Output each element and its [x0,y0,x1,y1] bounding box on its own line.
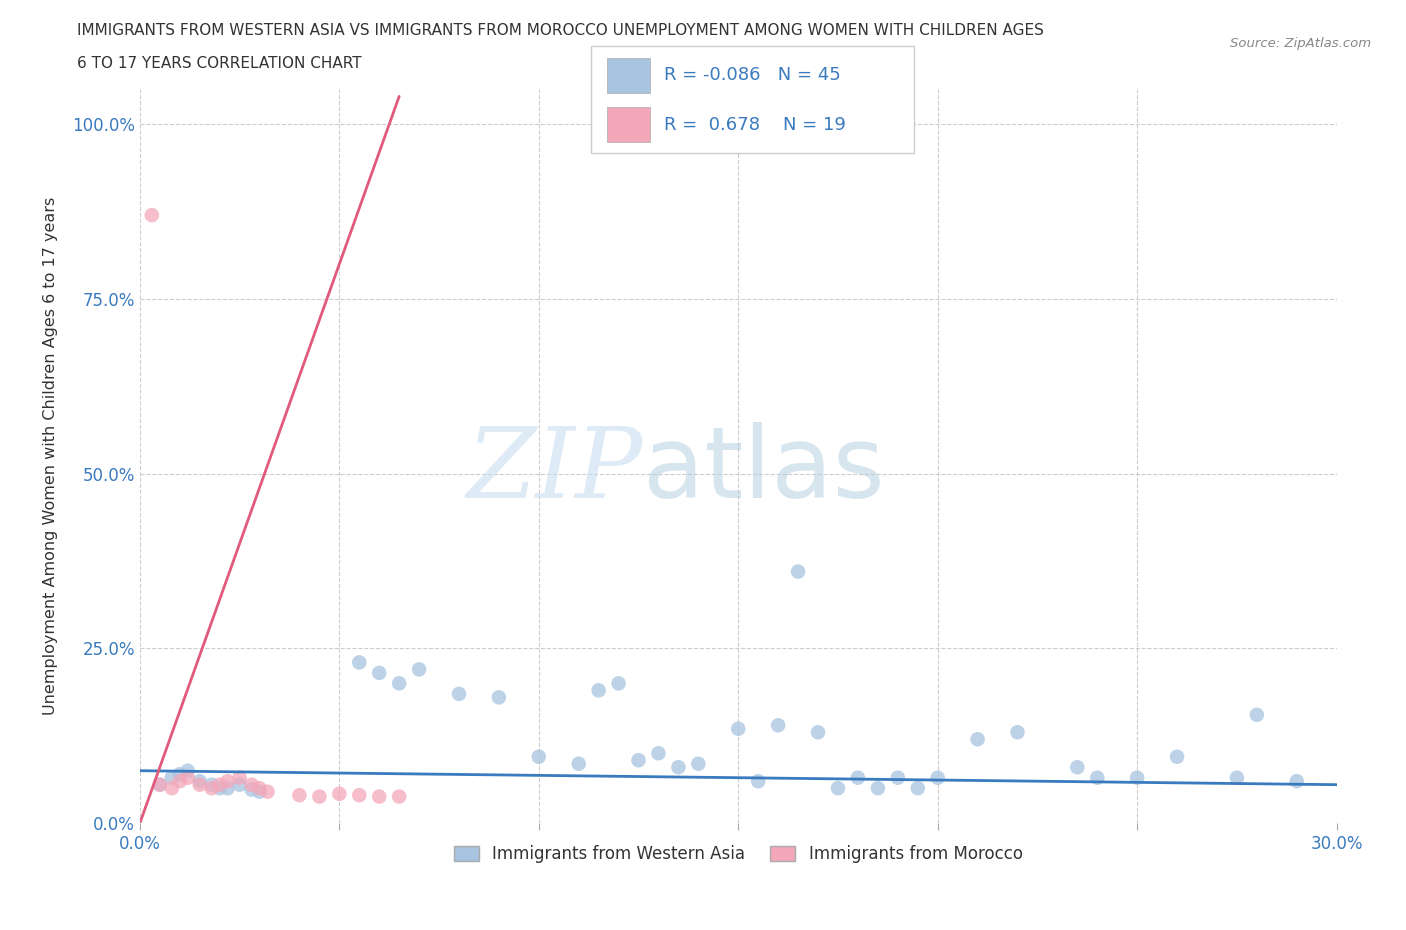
Point [927,770,949,785]
Point [1126,770,1149,785]
Point [747,774,769,789]
Point [1226,770,1249,785]
Text: Source: ZipAtlas.com: Source: ZipAtlas.com [1230,37,1371,50]
Point [1246,708,1268,723]
Text: IMMIGRANTS FROM WESTERN ASIA VS IMMIGRANTS FROM MOROCCO UNEMPLOYMENT AMONG WOMEN: IMMIGRANTS FROM WESTERN ASIA VS IMMIGRAN… [77,23,1045,38]
Point [866,781,889,796]
Text: 6 TO 17 YEARS CORRELATION CHART: 6 TO 17 YEARS CORRELATION CHART [77,56,361,71]
Point [388,676,411,691]
Text: atlas: atlas [643,422,884,520]
Point [149,777,172,792]
Point [349,655,371,670]
Point [1085,770,1108,785]
Text: R = -0.086   N = 45: R = -0.086 N = 45 [664,66,841,85]
Point [249,781,271,796]
Point [201,781,224,796]
Point [966,732,988,747]
Point [488,690,510,705]
Point [568,756,591,771]
Point [368,790,391,804]
Point [208,781,231,796]
Point [228,770,250,785]
Point [240,777,263,792]
Point [349,788,371,803]
Point [527,750,550,764]
Point [160,770,183,785]
Point [846,770,869,785]
Point [141,207,163,222]
Point [249,784,271,799]
Point [256,784,278,799]
Point [647,746,669,761]
Point [177,764,200,778]
Legend: Immigrants from Western Asia, Immigrants from Morocco: Immigrants from Western Asia, Immigrants… [447,839,1029,870]
Point [907,781,929,796]
Point [727,722,749,737]
Y-axis label: Unemployment Among Women with Children Ages 6 to 17 years: Unemployment Among Women with Children A… [44,197,58,715]
Point [149,777,172,792]
Point [607,676,630,691]
Point [827,781,849,796]
Point [188,774,211,789]
Point [1166,750,1188,764]
Point [188,777,211,792]
Text: ZIP: ZIP [467,423,643,519]
Point [208,777,231,792]
Point [228,777,250,792]
Point [807,724,830,739]
Point [201,777,224,792]
Point [328,787,350,802]
Point [1285,774,1308,789]
Point [388,790,411,804]
Point [766,718,789,733]
Point [169,766,191,781]
Point [177,770,200,785]
Point [668,760,690,775]
Point [1007,724,1029,739]
Point [787,565,810,579]
Point [688,756,710,771]
Text: R =  0.678    N = 19: R = 0.678 N = 19 [664,115,845,134]
Point [627,752,650,767]
Point [447,686,470,701]
Point [408,662,430,677]
Point [368,666,391,681]
Point [160,781,183,796]
Point [308,790,330,804]
Point [240,782,263,797]
Point [588,683,610,698]
Point [887,770,910,785]
Point [288,788,311,803]
Point [217,781,239,796]
Point [217,774,239,789]
Point [169,774,191,789]
Point [1066,760,1088,775]
